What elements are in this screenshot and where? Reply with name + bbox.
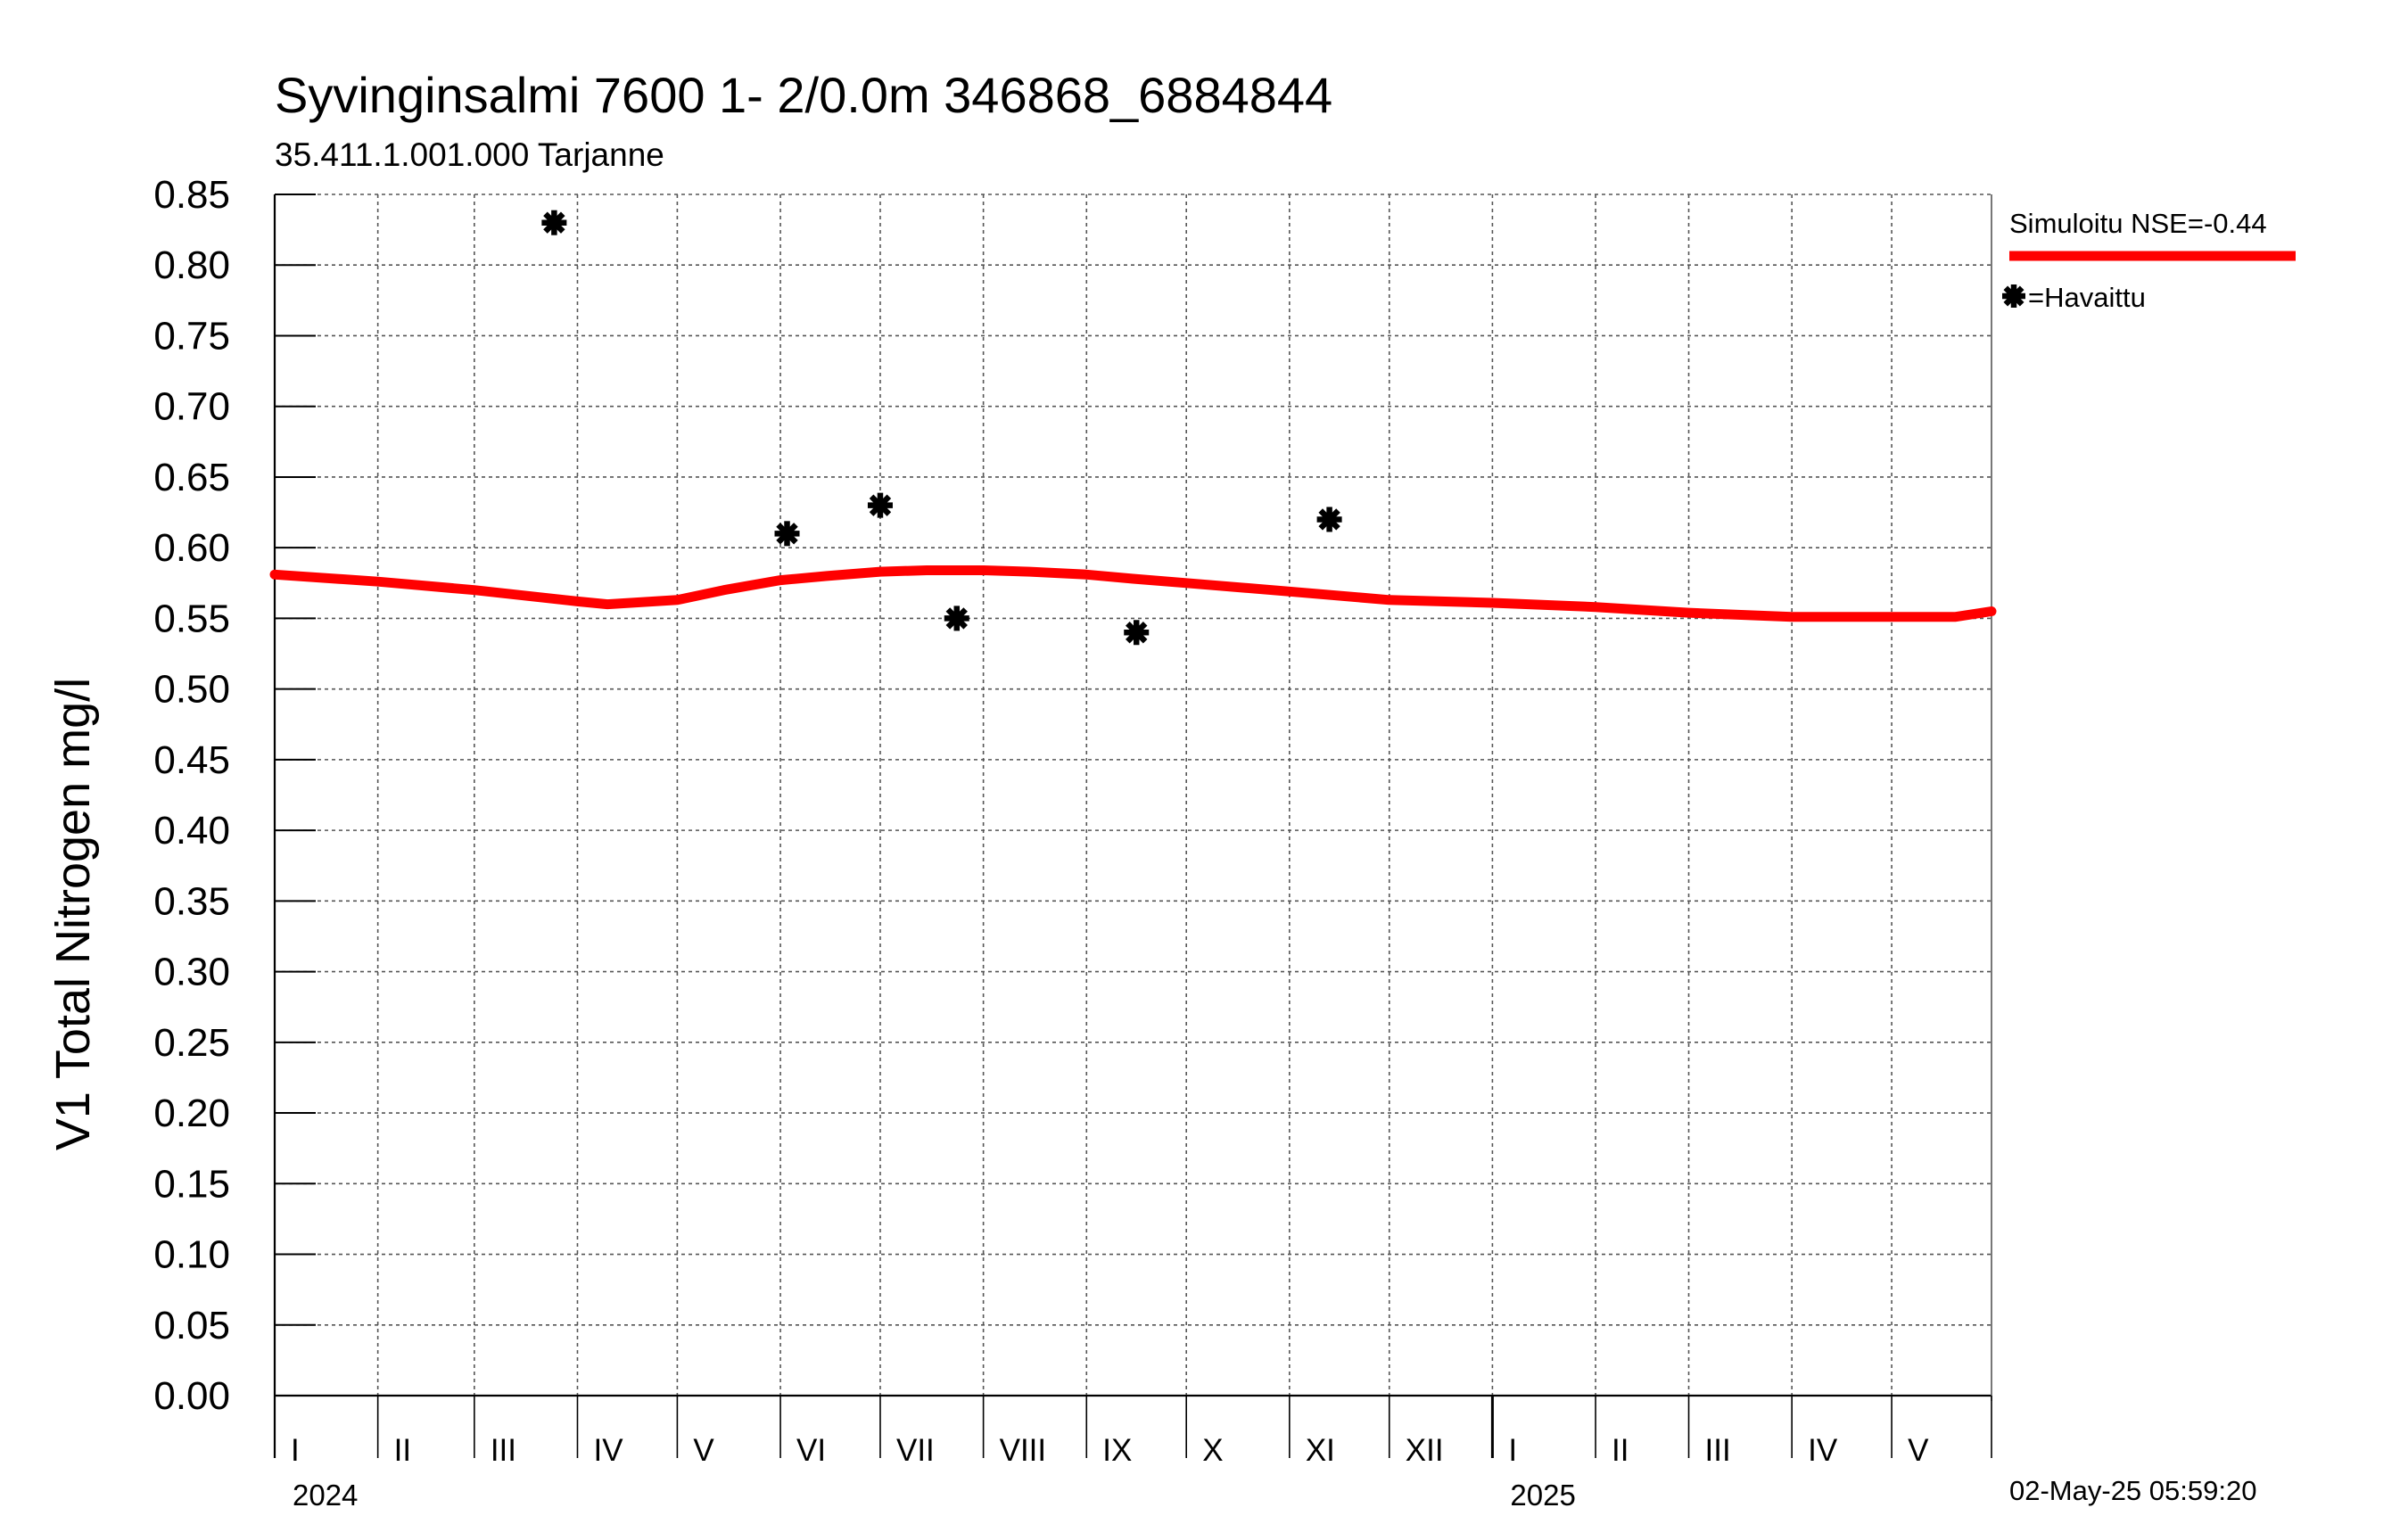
month-label: VI — [796, 1433, 826, 1468]
y-tick-label: 0.85 — [153, 173, 230, 217]
legend-asterisk — [2002, 284, 2025, 308]
axis-layer — [273, 194, 1992, 1458]
grid-layer — [275, 194, 1992, 1396]
simulated-line — [269, 565, 1997, 622]
year-label: 2024 — [293, 1479, 358, 1512]
legend: Simuloitu NSE=-0.44 =Havaittu — [2002, 208, 2296, 313]
observed-point — [1124, 620, 1150, 646]
y-tick-label: 0.50 — [153, 668, 230, 712]
month-label: X — [1202, 1433, 1223, 1468]
month-label: I — [291, 1433, 300, 1468]
month-label: III — [491, 1433, 516, 1468]
y-tick-label: 0.55 — [153, 597, 230, 640]
y-axis-label: V1 Total Nitrogen mg/l — [46, 678, 100, 1150]
month-label: IV — [1808, 1433, 1838, 1468]
month-labels: I II III IV V VI VII VIII IX X XI XII I II III IV V — [291, 1433, 1929, 1468]
year-label: 2025 — [1510, 1479, 1575, 1512]
y-tick-label: 0.35 — [153, 879, 230, 923]
legend-simulated-label: Simuloitu NSE=-0.44 — [2009, 208, 2267, 239]
y-tick-label: 0.60 — [153, 526, 230, 570]
month-label: IX — [1102, 1433, 1132, 1468]
month-label: XII — [1406, 1433, 1444, 1468]
observed-point — [1316, 507, 1342, 532]
month-label: V — [1908, 1433, 1929, 1468]
y-tick-label: 0.75 — [153, 314, 230, 358]
observed-point — [867, 492, 893, 518]
observed-point — [774, 521, 800, 547]
y-tick-label: 0.70 — [153, 385, 230, 429]
month-label: II — [394, 1433, 411, 1468]
y-tick-label: 0.05 — [153, 1304, 230, 1347]
y-tick-label: 0.45 — [153, 738, 230, 782]
month-label: XI — [1306, 1433, 1335, 1468]
month-label: IV — [593, 1433, 623, 1468]
y-tick-label: 0.65 — [153, 456, 230, 499]
y-tick-label: 0.80 — [153, 243, 230, 287]
y-tick-label: 0.00 — [153, 1374, 230, 1418]
legend-observed-marker — [2002, 284, 2025, 308]
y-tick-label: 0.40 — [153, 809, 230, 853]
y-tick-labels: 0.00 0.05 0.10 0.15 0.20 0.25 0.30 0.35 0.40 0.45… — [153, 173, 230, 1418]
y-tick-label: 0.20 — [153, 1092, 230, 1135]
chart-title: Syvinginsalmi 7600 1- 2/0.0m 346868_6884… — [275, 67, 1332, 123]
y-tick-label: 0.15 — [153, 1162, 230, 1206]
y-tick-label: 0.25 — [153, 1021, 230, 1065]
month-label: V — [693, 1433, 714, 1468]
y-tick-label: 0.10 — [153, 1233, 230, 1277]
observed-point — [541, 210, 567, 235]
month-label: VII — [896, 1433, 935, 1468]
timestamp: 02-May-25 05:59:20 — [2009, 1475, 2256, 1506]
legend-observed-label: =Havaittu — [2028, 282, 2146, 313]
month-label: III — [1705, 1433, 1731, 1468]
year-labels: 2024 2025 — [293, 1479, 1576, 1512]
month-label: VIII — [1000, 1433, 1047, 1468]
series-layer — [269, 210, 1997, 646]
chart-subtitle: 35.411.1.001.000 Tarjanne — [275, 136, 664, 173]
month-label: I — [1508, 1433, 1517, 1468]
month-label: II — [1612, 1433, 1629, 1468]
y-tick-label: 0.30 — [153, 951, 230, 994]
observed-point — [944, 606, 969, 631]
